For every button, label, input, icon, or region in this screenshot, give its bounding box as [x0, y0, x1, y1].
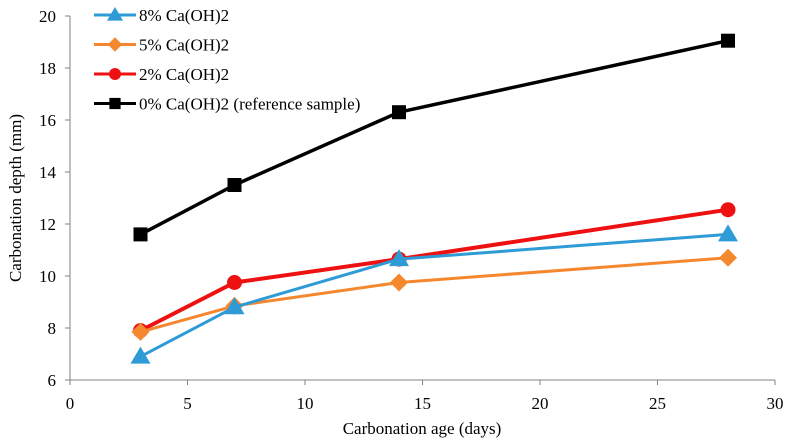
series-5-ca-oh-2	[131, 248, 737, 341]
data-point-circle	[720, 202, 736, 218]
legend-label: 0% Ca(OH)2 (reference sample)	[139, 95, 360, 114]
legend-marker-square	[109, 97, 121, 110]
y-tick-label: 12	[39, 215, 56, 234]
legend-entry: 5% Ca(OH)2	[94, 36, 229, 55]
legend-label: 2% Ca(OH)2	[139, 65, 229, 84]
y-axis-title: Carbonation depth (mm)	[6, 114, 25, 282]
legend-entry: 0% Ca(OH)2 (reference sample)	[94, 95, 360, 114]
series-line	[139, 38, 729, 236]
x-tick-label: 30	[767, 394, 784, 413]
legend-label: 8% Ca(OH)2	[139, 6, 229, 25]
y-tick-label: 10	[39, 267, 56, 286]
data-point-triangle	[224, 297, 245, 315]
y-tick-label: 6	[48, 371, 57, 390]
x-tick-label: 20	[532, 394, 549, 413]
y-tick-label: 16	[39, 111, 56, 130]
x-tick-label: 10	[297, 394, 314, 413]
series-group	[130, 33, 738, 364]
x-tick-label: 15	[414, 394, 431, 413]
data-point-square	[392, 105, 406, 120]
x-tick-label: 5	[183, 394, 192, 413]
legend: 8% Ca(OH)2 5% Ca(OH)2 2% Ca(OH)2 0% Ca(OH)2…	[94, 6, 360, 114]
legend-marker-diamond	[107, 37, 123, 52]
legend-marker-circle	[109, 68, 121, 80]
data-point-diamond	[719, 248, 737, 267]
data-point-square	[133, 227, 148, 242]
data-point-triangle	[389, 249, 409, 267]
x-tick-label: 0	[66, 394, 75, 413]
legend-marker-triangle	[107, 7, 123, 21]
data-point-square	[227, 178, 242, 192]
series-2-ca-oh-2	[133, 202, 736, 339]
y-tick-label: 14	[39, 163, 57, 182]
y-tick-label: 8	[48, 319, 57, 338]
y-tick-label: 18	[39, 59, 56, 78]
data-point-diamond	[390, 273, 408, 292]
series-line	[139, 232, 729, 358]
axes: 6 8 10 12 14 16 18 20 0 5 10 15 20 25 30	[39, 7, 784, 413]
legend-label: 5% Ca(OH)2	[139, 36, 229, 55]
data-point-triangle	[130, 346, 151, 364]
series-line	[140, 256, 729, 334]
y-tick-label: 20	[39, 7, 56, 26]
data-point-triangle	[718, 224, 738, 242]
data-point-circle	[227, 275, 242, 290]
series-line	[139, 207, 729, 333]
series-8-ca-oh-2	[130, 224, 738, 364]
legend-entry: 2% Ca(OH)2	[94, 65, 229, 84]
data-point-diamond	[131, 322, 150, 341]
series-0-ca-oh-2-reference-sample-	[133, 33, 735, 242]
x-tick-label: 25	[649, 394, 666, 413]
x-axis-title: Carbonation age (days)	[343, 419, 502, 438]
data-point-square	[721, 33, 735, 48]
legend-entry: 8% Ca(OH)2	[94, 6, 229, 25]
